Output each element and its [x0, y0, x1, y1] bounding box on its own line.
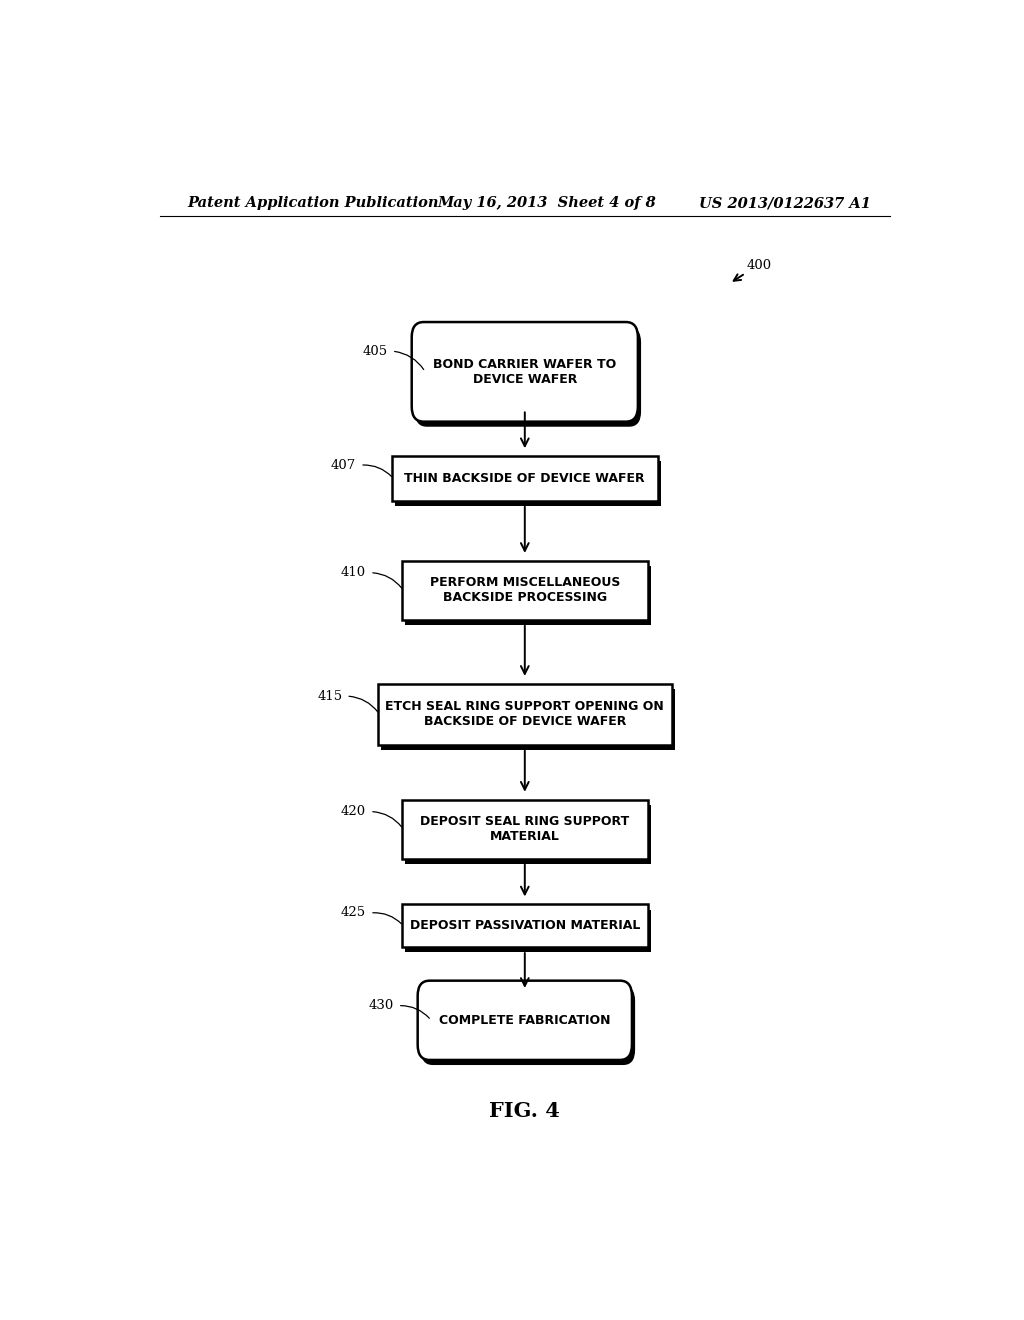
Text: PERFORM MISCELLANEOUS
BACKSIDE PROCESSING: PERFORM MISCELLANEOUS BACKSIDE PROCESSIN…	[430, 577, 620, 605]
FancyBboxPatch shape	[404, 805, 651, 863]
Text: 400: 400	[746, 259, 771, 272]
Text: Patent Application Publication: Patent Application Publication	[187, 197, 439, 210]
FancyBboxPatch shape	[401, 800, 648, 859]
Text: 420: 420	[341, 805, 367, 818]
FancyBboxPatch shape	[401, 904, 648, 948]
FancyBboxPatch shape	[381, 689, 675, 750]
Text: ETCH SEAL RING SUPPORT OPENING ON
BACKSIDE OF DEVICE WAFER: ETCH SEAL RING SUPPORT OPENING ON BACKSI…	[385, 701, 665, 729]
Text: 425: 425	[341, 907, 367, 920]
FancyBboxPatch shape	[421, 986, 635, 1065]
Text: 405: 405	[362, 345, 388, 358]
Text: 415: 415	[317, 689, 342, 702]
Text: US 2013/0122637 A1: US 2013/0122637 A1	[699, 197, 871, 210]
FancyBboxPatch shape	[404, 909, 651, 952]
Text: 407: 407	[331, 458, 356, 471]
Text: THIN BACKSIDE OF DEVICE WAFER: THIN BACKSIDE OF DEVICE WAFER	[404, 473, 645, 484]
Text: May 16, 2013  Sheet 4 of 8: May 16, 2013 Sheet 4 of 8	[437, 197, 656, 210]
Text: BOND CARRIER WAFER TO
DEVICE WAFER: BOND CARRIER WAFER TO DEVICE WAFER	[433, 358, 616, 385]
FancyBboxPatch shape	[415, 327, 641, 426]
FancyBboxPatch shape	[392, 457, 657, 500]
Text: FIG. 4: FIG. 4	[489, 1101, 560, 1121]
Text: 430: 430	[369, 999, 394, 1012]
Text: COMPLETE FABRICATION: COMPLETE FABRICATION	[439, 1014, 610, 1027]
FancyBboxPatch shape	[412, 322, 638, 421]
FancyBboxPatch shape	[401, 561, 648, 620]
FancyBboxPatch shape	[378, 684, 672, 744]
FancyBboxPatch shape	[395, 461, 660, 506]
Text: DEPOSIT SEAL RING SUPPORT
MATERIAL: DEPOSIT SEAL RING SUPPORT MATERIAL	[420, 816, 630, 843]
Text: 410: 410	[341, 566, 367, 579]
FancyBboxPatch shape	[404, 566, 651, 624]
Text: DEPOSIT PASSIVATION MATERIAL: DEPOSIT PASSIVATION MATERIAL	[410, 919, 640, 932]
FancyBboxPatch shape	[418, 981, 632, 1060]
